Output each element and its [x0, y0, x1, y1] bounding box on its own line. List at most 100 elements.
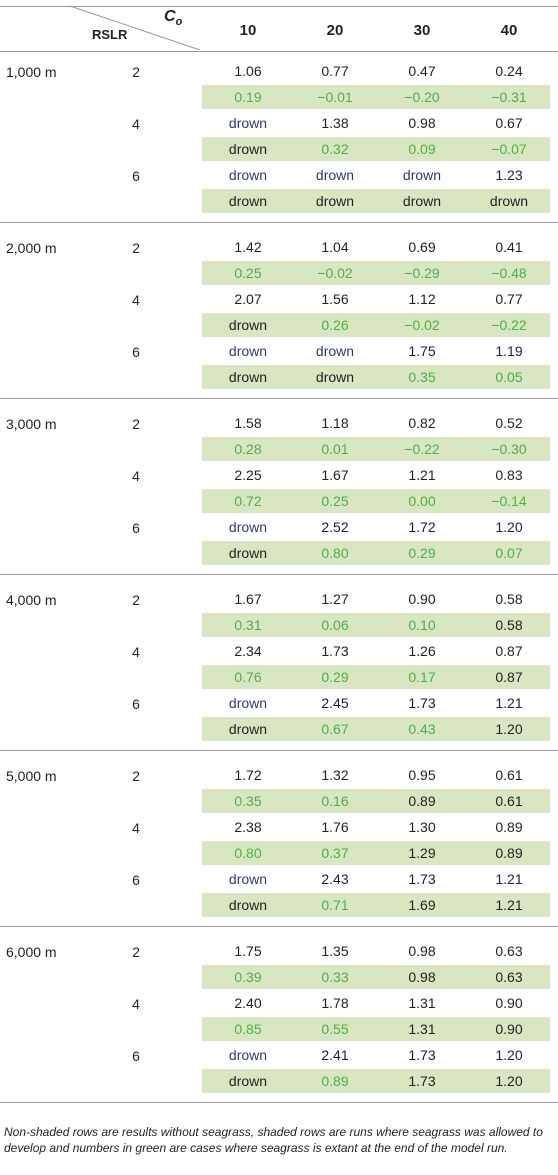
- distance-label: 3,000 m: [6, 416, 57, 432]
- row-shading: [202, 789, 550, 813]
- table-cell: 0.24: [495, 63, 523, 79]
- table-cell: 1.35: [321, 943, 349, 959]
- row-shading: [202, 717, 550, 741]
- table-cell: drown: [228, 1073, 268, 1089]
- rslr-rate-label: 2: [132, 64, 140, 80]
- table-cell: 0.72: [234, 493, 262, 509]
- table-cell: 0.32: [321, 141, 349, 157]
- table-cell: drown: [315, 343, 355, 359]
- table-row-with-seagrass: 0.25 −0.02 −0.29 −0.48: [0, 260, 558, 286]
- table-row-with-seagrass: drown 0.71 1.69 1.21: [0, 892, 558, 918]
- table-cell: 0.52: [495, 415, 523, 431]
- row-shading: [202, 665, 550, 689]
- table-row-with-seagrass: drown 0.80 0.29 0.07: [0, 540, 558, 566]
- table-cell: −0.48: [491, 265, 527, 281]
- table-cell: 0.25: [321, 493, 349, 509]
- group-bottom-rule: [0, 750, 558, 751]
- group-bottom-rule: [0, 398, 558, 399]
- table-cell: 1.19: [495, 343, 523, 359]
- table-row-without-seagrass: 2.07 1.56 1.12 0.77: [0, 286, 558, 312]
- table-cell: drown: [228, 545, 268, 561]
- table-cell: 1.78: [321, 995, 349, 1011]
- table-row-without-seagrass: drown 1.38 0.98 0.67: [0, 110, 558, 136]
- table-row-with-seagrass: drown 0.26 −0.02 −0.22: [0, 312, 558, 338]
- row-shading: [202, 137, 550, 161]
- header-rule: [0, 51, 558, 52]
- table-cell: drown: [228, 167, 268, 183]
- table-cell: drown: [228, 343, 268, 359]
- row-shading: [202, 541, 550, 565]
- table-cell: 1.23: [495, 167, 523, 183]
- table-row-with-seagrass: 0.19 −0.01 −0.20 −0.31: [0, 84, 558, 110]
- row-shading: [202, 1069, 550, 1093]
- table-footnote: Non-shaded rows are results without seag…: [4, 1125, 543, 1155]
- row-shading: [202, 85, 550, 109]
- table-cell: 0.35: [234, 793, 262, 809]
- table-cell: drown: [228, 897, 268, 913]
- table-cell: 2.34: [234, 643, 262, 659]
- row-shading: [202, 189, 550, 213]
- table-cell: 1.73: [321, 643, 349, 659]
- table-cell: drown: [315, 167, 355, 183]
- table-row-without-seagrass: 1.75 1.35 0.98 0.63: [0, 938, 558, 964]
- table-cell: 0.58: [495, 617, 523, 633]
- table-cell: 0.33: [321, 969, 349, 985]
- table-cell: 0.58: [495, 591, 523, 607]
- table-cell: −0.14: [491, 493, 527, 509]
- rslr-rate-label: 6: [132, 696, 140, 712]
- table-cell: 1.21: [495, 695, 523, 711]
- co-header-label: Co: [164, 8, 183, 29]
- group-bottom-rule: [0, 926, 558, 927]
- table-cell: 1.20: [495, 721, 523, 737]
- table-cell: 1.38: [321, 115, 349, 131]
- table-cell: 0.89: [495, 819, 523, 835]
- rslr-rate-label: 2: [132, 944, 140, 960]
- rslr-rate-label: 4: [132, 644, 140, 660]
- table-cell: 1.32: [321, 767, 349, 783]
- table-row-with-seagrass: 0.80 0.37 1.29 0.89: [0, 840, 558, 866]
- table-cell: 1.56: [321, 291, 349, 307]
- table-cell: 0.87: [495, 669, 523, 685]
- table-cell: 0.98: [408, 115, 436, 131]
- table-cell: 1.69: [408, 897, 436, 913]
- row-shading: [202, 437, 550, 461]
- row-shading: [202, 613, 550, 637]
- table-cell: 0.35: [408, 369, 436, 385]
- table-cell: 0.29: [408, 545, 436, 561]
- table-row-with-seagrass: drown drown drown drown: [0, 188, 558, 214]
- row-shading: [202, 1017, 550, 1041]
- rslr-rate-label: 6: [132, 1048, 140, 1064]
- rslr-rate-label: 4: [132, 820, 140, 836]
- table-cell: 0.28: [234, 441, 262, 457]
- table-cell: 0.95: [408, 767, 436, 783]
- table-cell: drown: [228, 695, 268, 711]
- table-cell: 0.77: [321, 63, 349, 79]
- table-cell: −0.29: [404, 265, 440, 281]
- table-cell: 1.18: [321, 415, 349, 431]
- table-cell: 0.98: [408, 943, 436, 959]
- table-row-with-seagrass: 0.39 0.33 0.98 0.63: [0, 964, 558, 990]
- row-shading: [202, 841, 550, 865]
- table-cell: 1.26: [408, 643, 436, 659]
- table-cell: 1.21: [495, 897, 523, 913]
- table-cell: 0.05: [495, 369, 523, 385]
- header-diagonal-divider: [69, 5, 201, 50]
- table-cell: 0.16: [321, 793, 349, 809]
- table-cell: 1.31: [408, 1021, 436, 1037]
- table-cell: −0.01: [317, 89, 353, 105]
- table-cell: 0.55: [321, 1021, 349, 1037]
- group-bottom-rule: [0, 222, 558, 223]
- table-cell: −0.31: [491, 89, 527, 105]
- rslr-rate-label: 2: [132, 240, 140, 256]
- table-cell: 2.07: [234, 291, 262, 307]
- table-cell: 0.37: [321, 845, 349, 861]
- table-row-without-seagrass: drown 2.43 1.73 1.21: [0, 866, 558, 892]
- table-cell: 0.89: [408, 793, 436, 809]
- table-top-rule: [0, 6, 558, 7]
- table-cell: 1.75: [408, 343, 436, 359]
- table-cell: 0.63: [495, 943, 523, 959]
- table-cell: 0.76: [234, 669, 262, 685]
- rslr-rate-label: 4: [132, 996, 140, 1012]
- table-row-with-seagrass: drown 0.67 0.43 1.20: [0, 716, 558, 742]
- table-cell: 0.00: [408, 493, 436, 509]
